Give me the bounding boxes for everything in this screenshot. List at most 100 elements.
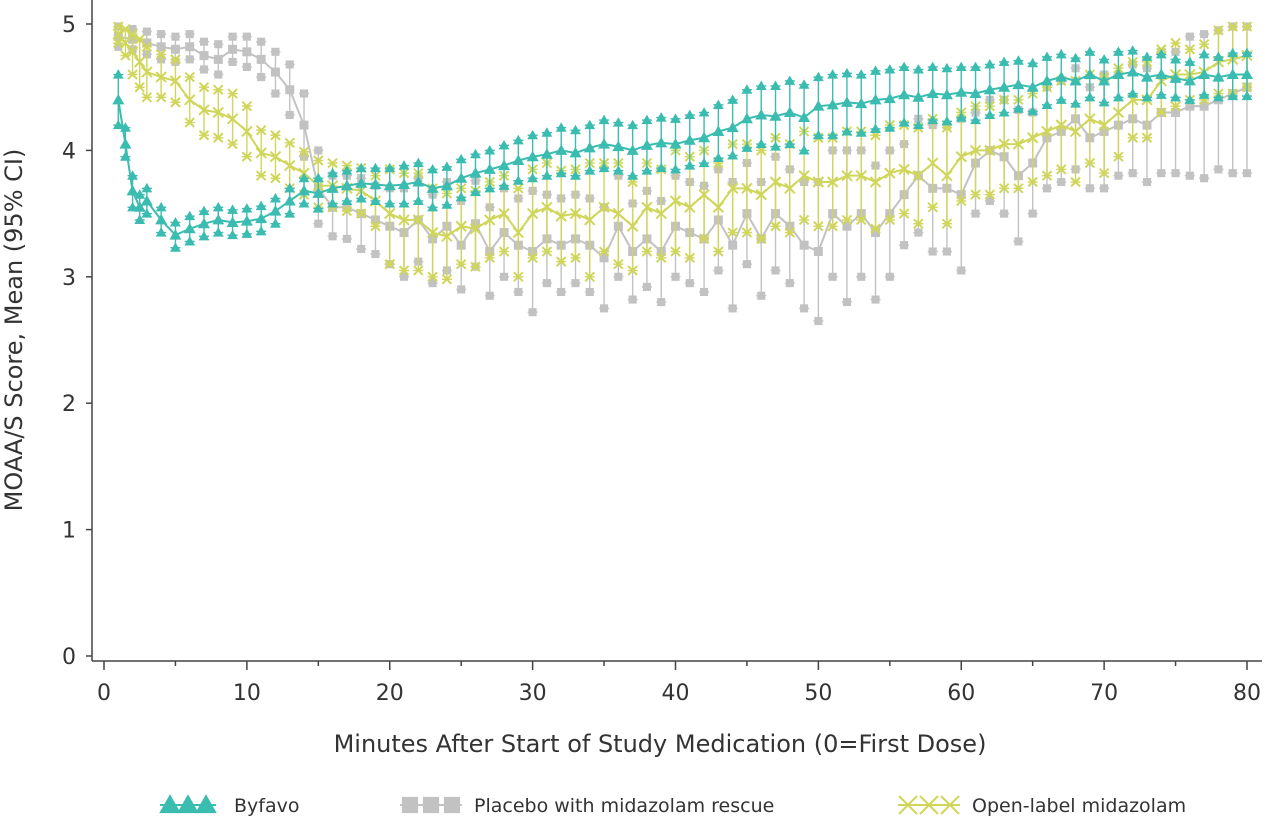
ci-high-marker	[427, 163, 439, 174]
ci-low-marker	[570, 170, 581, 180]
data-point	[769, 176, 782, 188]
data-point	[140, 194, 153, 206]
ci-high-marker	[898, 61, 910, 72]
data-point	[826, 98, 839, 110]
data-point	[228, 44, 238, 54]
ci-low-marker	[1213, 91, 1224, 102]
data-point	[126, 46, 139, 58]
ci-low-marker	[727, 227, 738, 238]
ci-low-marker	[714, 266, 723, 275]
data-point	[912, 169, 925, 182]
ci-high-marker	[1213, 51, 1224, 61]
legend-marker	[443, 796, 461, 814]
x-tick-label: 60	[947, 681, 975, 706]
legend: Byfavo Placebo with midazolam rescue Ope…	[159, 794, 1186, 817]
series-line	[117, 71, 1247, 237]
data-point	[155, 213, 168, 225]
data-point	[426, 182, 439, 193]
ci-low-marker	[242, 62, 251, 72]
data-point	[284, 159, 296, 172]
ci-low-marker	[628, 295, 637, 304]
ci-high-marker	[670, 113, 681, 123]
data-point	[755, 188, 767, 201]
ci-high-marker	[912, 64, 924, 74]
data-point	[512, 226, 525, 239]
ci-low-marker	[813, 221, 824, 232]
data-point	[340, 179, 353, 191]
data-point	[255, 212, 268, 224]
ci-high-marker	[1098, 53, 1110, 64]
ci-low-marker	[641, 246, 653, 257]
data-point	[1069, 125, 1082, 138]
ci-low-marker	[170, 97, 181, 108]
ci-high-marker	[1127, 45, 1139, 55]
ci-low-marker	[713, 246, 724, 257]
ci-low-marker	[870, 223, 881, 234]
ci-low-marker	[120, 50, 131, 61]
ci-low-marker	[312, 203, 324, 213]
legend-label-byfavo: Byfavo	[234, 795, 299, 817]
ci-low-marker	[141, 92, 153, 103]
data-point	[256, 54, 266, 64]
ci-high-marker	[498, 139, 510, 150]
data-point	[698, 131, 711, 143]
ci-low-marker	[155, 92, 167, 103]
ci-low-marker	[555, 256, 567, 267]
data-point	[226, 113, 239, 125]
ci-high-marker	[227, 88, 238, 99]
data-point	[812, 100, 825, 111]
ci-high-marker	[271, 47, 280, 56]
ci-low-marker	[600, 304, 609, 313]
ci-high-marker	[212, 201, 224, 212]
data-point	[198, 104, 210, 116]
data-point	[241, 125, 253, 138]
data-point	[1126, 66, 1139, 77]
ci-high-marker	[1084, 46, 1096, 56]
ci-low-marker	[228, 57, 237, 66]
ci-low-marker	[1014, 237, 1023, 246]
ci-high-marker	[298, 146, 310, 157]
data-point	[655, 136, 668, 148]
ci-low-marker	[413, 265, 424, 276]
ci-high-marker	[112, 69, 124, 79]
ci-high-marker	[141, 41, 153, 52]
ci-high-marker	[998, 56, 1010, 66]
ci-high-marker	[441, 161, 453, 171]
ci-low-marker	[184, 236, 196, 246]
ci-low-marker	[1171, 169, 1180, 178]
ci-high-marker	[134, 189, 146, 199]
data-point	[884, 167, 896, 179]
ci-low-marker	[155, 227, 167, 237]
y-tick-label: 5	[62, 13, 76, 38]
data-point	[1169, 72, 1182, 83]
ci-low-marker	[227, 138, 238, 150]
data-point	[584, 214, 596, 226]
data-point	[498, 207, 510, 220]
ci-low-marker	[598, 162, 610, 173]
ci-low-marker	[428, 279, 437, 288]
ci-low-marker	[770, 141, 781, 151]
ci-low-marker	[1070, 98, 1081, 108]
ci-low-marker	[885, 272, 894, 281]
ci-high-marker	[1113, 46, 1124, 56]
data-point	[426, 226, 439, 239]
data-point	[784, 182, 796, 195]
ci-low-marker	[727, 150, 739, 160]
data-point	[312, 187, 325, 198]
legend-label-placebo: Placebo with midazolam rescue	[474, 795, 774, 817]
ci-low-marker	[814, 316, 823, 326]
x-tick-label: 0	[97, 681, 111, 706]
ci-low-marker	[1228, 169, 1237, 178]
ci-low-marker	[199, 65, 209, 74]
ci-high-marker	[198, 205, 210, 216]
ci-high-marker	[241, 100, 253, 112]
ci-high-marker	[412, 157, 424, 168]
ci-high-marker	[314, 146, 323, 155]
y-tick-label: 3	[62, 266, 76, 291]
ci-low-marker	[884, 122, 896, 132]
ci-low-marker	[1141, 91, 1153, 102]
ci-low-marker	[914, 228, 923, 237]
ci-low-marker	[527, 252, 538, 264]
ci-high-marker	[284, 137, 295, 149]
legend-label-open-label: Open-label midazolam	[972, 795, 1186, 817]
